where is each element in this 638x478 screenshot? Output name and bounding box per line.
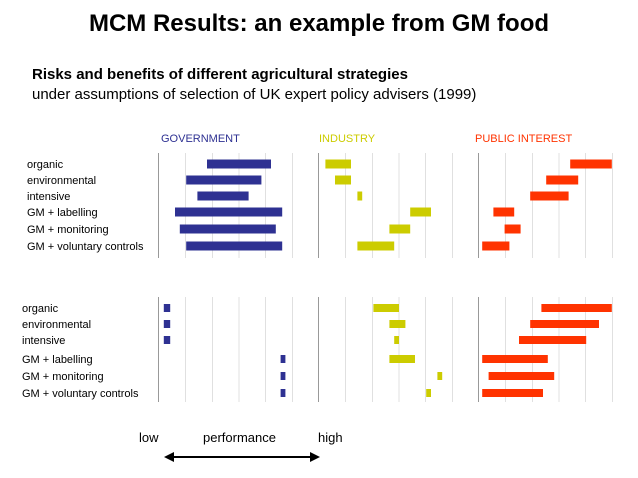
row-label-panel-top-environmental: environmental [27,175,96,187]
bar-panel-top-industry-gm-labelling [410,207,431,217]
bar-panel-bottom-industry-environmental [389,320,406,328]
bar-panel-top-industry-environmental [335,175,351,185]
bar-panel-top-industry-gm-voluntary-controls [357,241,395,251]
row-label-panel-bottom-intensive: intensive [22,335,65,347]
bar-panel-bottom-industry-gm-monitoring [437,372,443,380]
bar-panel-top-public-interest-gm-monitoring [504,224,521,234]
row-label-panel-bottom-environmental: environmental [22,319,91,331]
bar-panel-top-public-interest-organic [570,159,612,169]
row-label-panel-top-gm-voluntary-controls: GM + voluntary controls [27,241,144,253]
bar-panel-bottom-public-interest-environmental [530,320,599,328]
group-header-public-interest: PUBLIC INTEREST [475,133,572,145]
subtitle: Risks and benefits of different agricult… [32,66,408,83]
group-header-government: GOVERNMENT [161,133,240,145]
bar-panel-bottom-public-interest-gm-voluntary-controls [482,389,543,397]
bar-panel-top-government-environmental [186,175,262,185]
bar-panel-bottom-government-gm-voluntary-controls [280,389,286,397]
row-label-panel-top-gm-labelling: GM + labelling [27,207,98,219]
bar-panel-top-public-interest-gm-labelling [493,207,515,217]
bar-panel-top-government-gm-monitoring [179,224,276,234]
bar-panel-top-government-gm-voluntary-controls [186,241,283,251]
bar-panel-bottom-industry-gm-labelling [389,355,415,363]
bar-panel-top-industry-organic [325,159,351,169]
axis-low-label: low [139,430,159,445]
bar-panel-top-industry-intensive [357,191,363,201]
bar-panel-bottom-public-interest-organic [541,304,612,312]
subtitle-assumptions: under assumptions of selection of UK exp… [32,86,477,103]
bar-panel-top-public-interest-intensive [530,191,569,201]
bar-panel-top-government-organic [207,159,271,169]
bar-panel-bottom-industry-intensive [394,336,399,344]
bar-panel-bottom-government-environmental [163,320,171,328]
group-header-industry: INDUSTRY [319,133,376,145]
row-label-panel-bottom-gm-voluntary-controls: GM + voluntary controls [22,388,139,400]
row-label-panel-top-intensive: intensive [27,191,70,203]
row-label-panel-bottom-gm-labelling: GM + labelling [22,354,93,366]
bar-panel-top-government-intensive [197,191,249,201]
bar-panel-bottom-government-gm-monitoring [280,372,286,380]
bar-panel-bottom-public-interest-gm-labelling [482,355,548,363]
bar-panel-top-public-interest-environmental [546,175,579,185]
bar-panel-top-government-gm-labelling [175,207,283,217]
row-label-panel-bottom-organic: organic [22,303,59,315]
performance-arrow-left-head [164,452,174,462]
bar-panel-bottom-public-interest-gm-monitoring [488,372,555,380]
bar-panel-bottom-government-gm-labelling [280,355,286,363]
bar-panel-bottom-public-interest-intensive [519,336,587,344]
bar-panel-bottom-government-organic [163,304,171,312]
bar-panel-top-public-interest-gm-voluntary-controls [482,241,510,251]
page-title: MCM Results: an example from GM food [88,10,550,37]
row-label-panel-top-gm-monitoring: GM + monitoring [27,224,109,236]
bar-panel-bottom-government-intensive [163,336,171,344]
bar-panel-bottom-industry-organic [373,304,399,312]
row-label-panel-top-organic: organic [27,159,64,171]
bar-panel-top-industry-gm-monitoring [389,224,411,234]
row-label-panel-bottom-gm-monitoring: GM + monitoring [22,371,104,383]
performance-arrow-right-head [310,452,320,462]
axis-high-label: high [318,430,343,445]
axis-performance-label: performance [203,430,276,445]
bar-panel-bottom-industry-gm-voluntary-controls [426,389,431,397]
